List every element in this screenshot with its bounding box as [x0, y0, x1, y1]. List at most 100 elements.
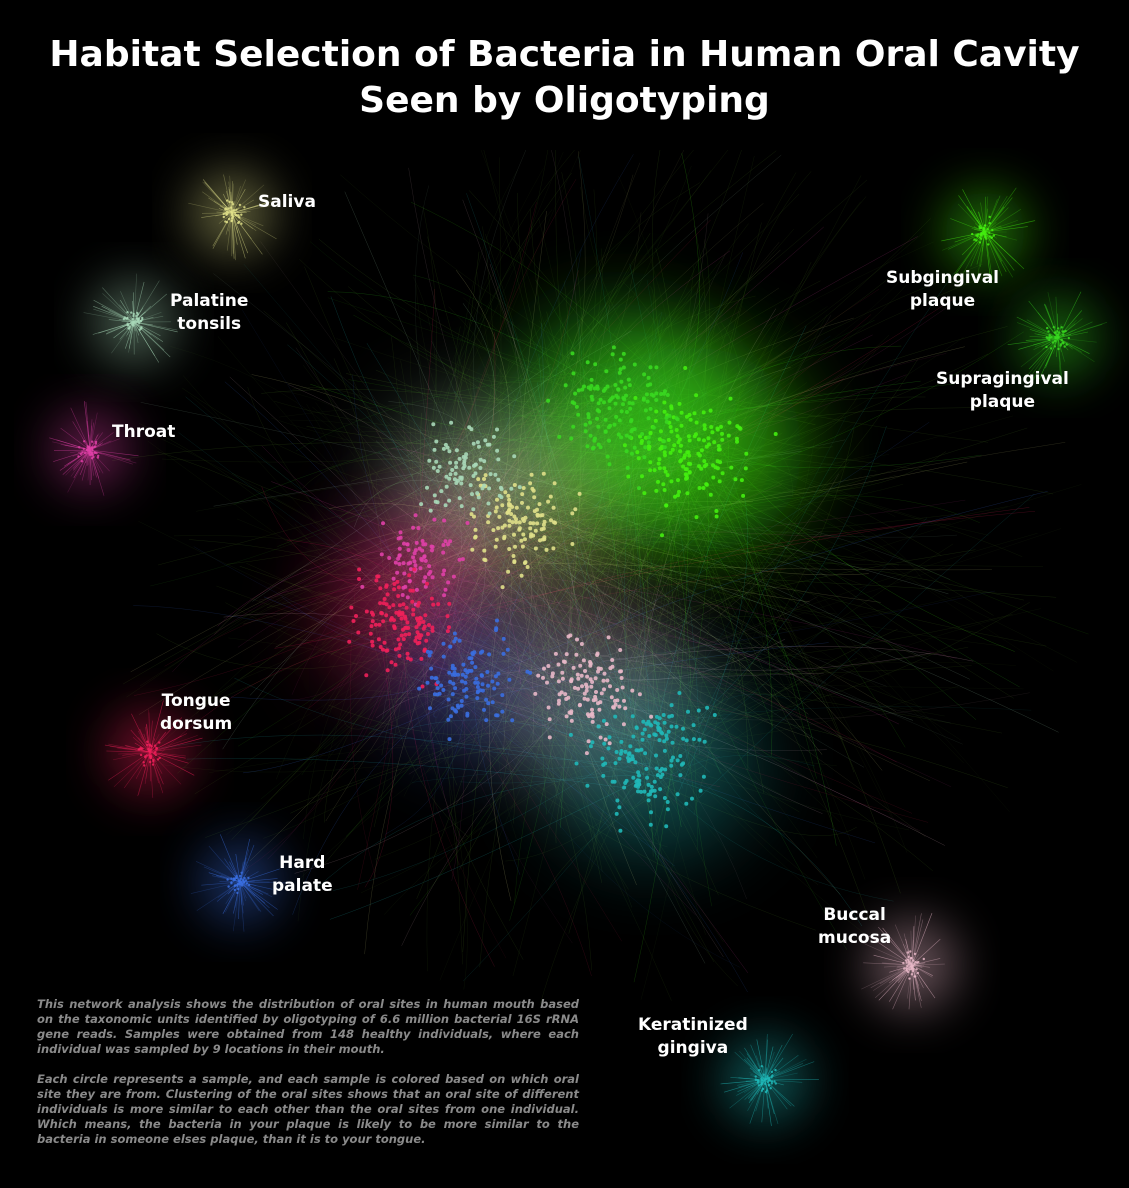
sample-node	[669, 406, 674, 411]
sample-node	[452, 477, 457, 482]
satellite-node	[774, 1082, 777, 1085]
sample-node	[706, 436, 711, 441]
sample-node	[641, 397, 646, 402]
satellite-edge	[749, 1079, 766, 1124]
sample-node	[377, 622, 382, 627]
sample-node	[427, 564, 432, 569]
sample-node	[670, 740, 675, 745]
satellite-node	[140, 747, 143, 751]
sample-node	[446, 717, 451, 722]
satellite-node	[235, 874, 238, 878]
sample-node	[728, 396, 733, 401]
sample-node	[475, 685, 480, 689]
sample-node	[548, 494, 553, 499]
sample-node	[483, 473, 488, 478]
sample-node	[609, 695, 614, 700]
satellite-edge	[1032, 337, 1059, 381]
sample-node	[669, 758, 674, 763]
sample-node	[738, 426, 743, 431]
sample-node	[442, 568, 447, 573]
sample-node	[615, 395, 620, 400]
sample-node	[663, 453, 667, 458]
satellite-node	[1062, 333, 1065, 336]
sample-node	[658, 429, 663, 434]
satellite-node	[132, 314, 135, 318]
sample-node	[697, 453, 702, 458]
satellite-edge	[218, 208, 233, 214]
sample-node	[418, 615, 423, 620]
satellite-cluster-buccal-mucosa	[861, 912, 956, 1010]
sample-node	[403, 632, 408, 637]
sample-node	[479, 673, 484, 678]
sample-node	[577, 703, 582, 708]
satellite-node	[234, 884, 237, 887]
satellite-edge	[764, 1079, 768, 1090]
satellite-edge	[65, 449, 91, 476]
sample-node	[385, 668, 390, 673]
sample-node	[471, 507, 476, 512]
satellite-edge	[133, 321, 139, 343]
sample-node	[502, 534, 507, 539]
satellite-node	[905, 969, 909, 972]
sample-node	[647, 446, 651, 451]
sample-node	[644, 392, 649, 397]
sample-node	[415, 641, 420, 646]
satellite-edge	[239, 881, 262, 912]
sample-node	[589, 684, 594, 689]
satellite-edge	[87, 421, 91, 451]
satellite-edge	[970, 231, 986, 267]
sample-node	[573, 391, 578, 396]
sample-node	[500, 709, 505, 714]
satellite-edge	[218, 212, 233, 224]
satellite-node	[767, 1084, 771, 1087]
sample-node	[608, 684, 612, 689]
sample-node	[493, 544, 498, 549]
network-edge	[535, 540, 1005, 647]
sample-node	[637, 782, 642, 787]
label-supragingival-plaque-line-2: plaque	[969, 392, 1036, 412]
satellite-edge	[133, 321, 138, 332]
sample-node	[494, 713, 499, 718]
sample-node	[401, 637, 406, 642]
satellite-edge	[239, 881, 269, 895]
satellite-node	[228, 200, 231, 204]
sample-node	[665, 800, 670, 804]
satellite-edge	[202, 181, 233, 214]
satellite-edge	[749, 1067, 766, 1081]
sample-node	[528, 526, 533, 531]
satellite-node	[238, 216, 241, 219]
sample-node	[396, 585, 401, 590]
sample-node	[420, 539, 425, 543]
sample-node	[429, 666, 434, 671]
satellite-edge	[73, 449, 91, 479]
sample-node	[441, 543, 446, 547]
satellite-node	[230, 210, 233, 214]
satellite-node	[764, 1082, 767, 1086]
sample-node	[520, 492, 525, 497]
satellite-node	[247, 876, 250, 880]
sample-node	[588, 744, 593, 749]
sample-node	[567, 710, 572, 715]
satellite-edge	[764, 1079, 819, 1081]
satellite-node	[912, 959, 915, 962]
sample-node	[621, 722, 626, 727]
sample-node	[425, 485, 429, 490]
sample-node	[369, 624, 374, 629]
sample-node	[646, 375, 651, 380]
sample-node	[462, 464, 467, 469]
satellite-edge	[1033, 337, 1059, 350]
sample-node	[691, 737, 696, 742]
sample-node	[570, 511, 575, 516]
sample-node	[397, 546, 402, 551]
sample-node	[604, 369, 609, 374]
sample-node	[360, 584, 365, 589]
sample-node	[588, 433, 593, 438]
sample-node	[585, 360, 590, 365]
sample-node	[648, 430, 653, 435]
sample-node	[648, 468, 653, 473]
satellite-edge	[896, 964, 913, 969]
satellite-edge	[977, 231, 986, 277]
satellite-node	[908, 977, 911, 980]
satellite-node	[922, 957, 925, 961]
satellite-node	[986, 228, 989, 231]
